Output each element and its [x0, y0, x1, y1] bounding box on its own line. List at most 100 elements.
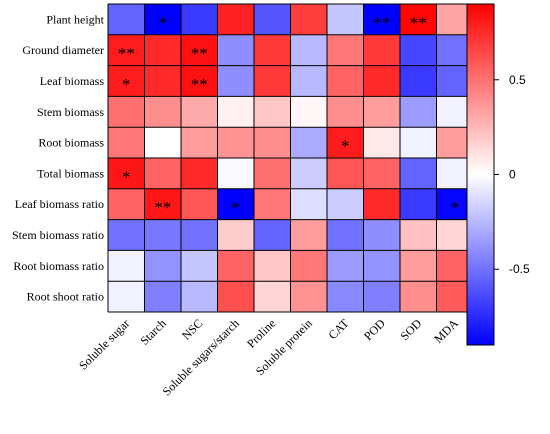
cell-root-shoot-ratio-soluble-sugars-starch — [217, 281, 254, 312]
cell-root-biomass-ratio-proline — [254, 250, 291, 282]
cell-total-biomass-starch — [144, 158, 181, 189]
cell-stem-biomass-soluble-sugar — [108, 96, 145, 128]
significance-mark: ** — [410, 13, 427, 32]
cell-leaf-biomass-ratio-proline — [254, 188, 291, 220]
cell-total-biomass-pod — [363, 158, 400, 189]
significance-mark: ** — [154, 198, 171, 217]
cell-plant-height-starch — [144, 4, 181, 35]
cell-total-biomass-soluble-protein — [290, 158, 327, 189]
row-label-stem-biomass-ratio: Stem biomass ratio — [12, 228, 104, 242]
cell-leaf-biomass-ratio-sod — [400, 188, 437, 220]
cell-plant-height-pod — [363, 4, 400, 35]
cell-leaf-biomass-cat — [327, 65, 364, 97]
cell-total-biomass-soluble-sugars-starch — [217, 158, 254, 189]
row-label-stem-biomass: Stem biomass — [37, 105, 104, 119]
cell-ground-diameter-nsc — [181, 34, 218, 66]
cell-plant-height-soluble-protein — [290, 4, 327, 35]
cell-root-shoot-ratio-sod — [400, 281, 437, 312]
cell-stem-biomass-ratio-cat — [327, 219, 364, 251]
cell-plant-height-soluble-sugar — [108, 4, 145, 35]
cell-root-biomass-ratio-soluble-sugars-starch — [217, 250, 254, 282]
column-label-pod: POD — [361, 316, 388, 343]
cell-stem-biomass-soluble-sugars-starch — [217, 96, 254, 128]
colorbar-tick-label: -0.5 — [509, 262, 530, 276]
cell-leaf-biomass-ratio-starch — [144, 188, 181, 220]
cell-total-biomass-sod — [400, 158, 437, 189]
cell-leaf-biomass-pod — [363, 65, 400, 97]
cell-leaf-biomass-starch — [144, 65, 181, 97]
cell-root-shoot-ratio-starch — [144, 281, 181, 312]
significance-mark: ** — [118, 44, 135, 63]
cell-root-biomass-starch — [144, 127, 181, 158]
cell-total-biomass-nsc — [181, 158, 218, 189]
colorbar-tick-label: 0 — [509, 168, 516, 182]
row-label-root-biomass-ratio: Root biomass ratio — [13, 259, 104, 273]
cell-root-shoot-ratio-soluble-protein — [290, 281, 327, 312]
cell-leaf-biomass-ratio-soluble-sugar — [108, 188, 145, 220]
cell-root-biomass-proline — [254, 127, 291, 158]
cell-plant-height-nsc — [181, 4, 218, 35]
column-label-sod: SOD — [397, 316, 424, 343]
cell-leaf-biomass-sod — [400, 65, 437, 97]
cell-plant-height-cat — [327, 4, 364, 35]
cell-stem-biomass-sod — [400, 96, 437, 128]
cell-total-biomass-cat — [327, 158, 364, 189]
cell-ground-diameter-starch — [144, 34, 181, 66]
row-labels: Plant height Ground diameter Leaf biomass S… — [12, 12, 105, 303]
cell-leaf-biomass-ratio-pod — [363, 188, 400, 220]
cell-root-shoot-ratio-soluble-sugar — [108, 281, 145, 312]
cell-root-biomass-ratio-cat — [327, 250, 364, 282]
cell-root-shoot-ratio-cat — [327, 281, 364, 312]
column-label-nsc: NSC — [179, 316, 205, 342]
cell-leaf-biomass-ratio-soluble-protein — [290, 188, 327, 220]
cell-leaf-biomass-soluble-sugars-starch — [217, 65, 254, 97]
significance-mark: * — [232, 198, 241, 217]
cell-stem-biomass-nsc — [181, 96, 218, 128]
cell-stem-biomass-pod — [363, 96, 400, 128]
cell-leaf-biomass-ratio-cat — [327, 188, 364, 220]
colorbar-gradient — [466, 3, 495, 346]
cell-stem-biomass-ratio-soluble-sugar — [108, 219, 145, 251]
cell-root-biomass-sod — [400, 127, 437, 158]
cell-root-biomass-ratio-starch — [144, 250, 181, 282]
cell-root-biomass-ratio-soluble-sugar — [108, 250, 145, 282]
cell-leaf-biomass-ratio-soluble-sugars-starch — [217, 188, 254, 220]
cell-root-biomass-cat — [327, 127, 364, 158]
row-label-total-biomass: Total biomass — [37, 166, 104, 180]
cell-ground-diameter-soluble-sugars-starch — [217, 34, 254, 66]
cell-leaf-biomass-soluble-sugar — [108, 65, 145, 97]
significance-mark: ** — [373, 13, 390, 32]
cell-stem-biomass-ratio-nsc — [181, 219, 218, 251]
cell-plant-height-sod — [400, 4, 437, 35]
column-label-mda: MDA — [431, 316, 461, 346]
significance-mark: * — [451, 198, 460, 217]
significance-mark: * — [159, 13, 168, 32]
significance-mark: ** — [191, 44, 208, 63]
significance-mark: * — [122, 167, 131, 186]
cell-ground-diameter-cat — [327, 34, 364, 66]
cell-leaf-biomass-nsc — [181, 65, 218, 97]
cell-root-biomass-nsc — [181, 127, 218, 158]
cell-leaf-biomass-proline — [254, 65, 291, 97]
cell-total-biomass-soluble-sugar — [108, 158, 145, 189]
significance-mark: * — [122, 75, 131, 94]
column-label-starch: Starch — [137, 316, 169, 348]
cell-stem-biomass-ratio-sod — [400, 219, 437, 251]
cell-total-biomass-proline — [254, 158, 291, 189]
cell-root-biomass-soluble-sugars-starch — [217, 127, 254, 158]
cell-leaf-biomass-soluble-protein — [290, 65, 327, 97]
cell-stem-biomass-ratio-pod — [363, 219, 400, 251]
cell-stem-biomass-cat — [327, 96, 364, 128]
cell-stem-biomass-ratio-starch — [144, 219, 181, 251]
column-label-proline: Proline — [244, 316, 278, 350]
column-label-soluble-sugar: Soluble sugar — [76, 316, 132, 372]
cell-leaf-biomass-ratio-nsc — [181, 188, 218, 220]
row-label-leaf-biomass: Leaf biomass — [40, 74, 105, 88]
significance-mark: * — [341, 137, 350, 156]
cell-root-shoot-ratio-proline — [254, 281, 291, 312]
cell-ground-diameter-sod — [400, 34, 437, 66]
cell-stem-biomass-ratio-soluble-protein — [290, 219, 327, 251]
cell-stem-biomass-proline — [254, 96, 291, 128]
row-label-ground-diameter: Ground diameter — [22, 43, 104, 57]
